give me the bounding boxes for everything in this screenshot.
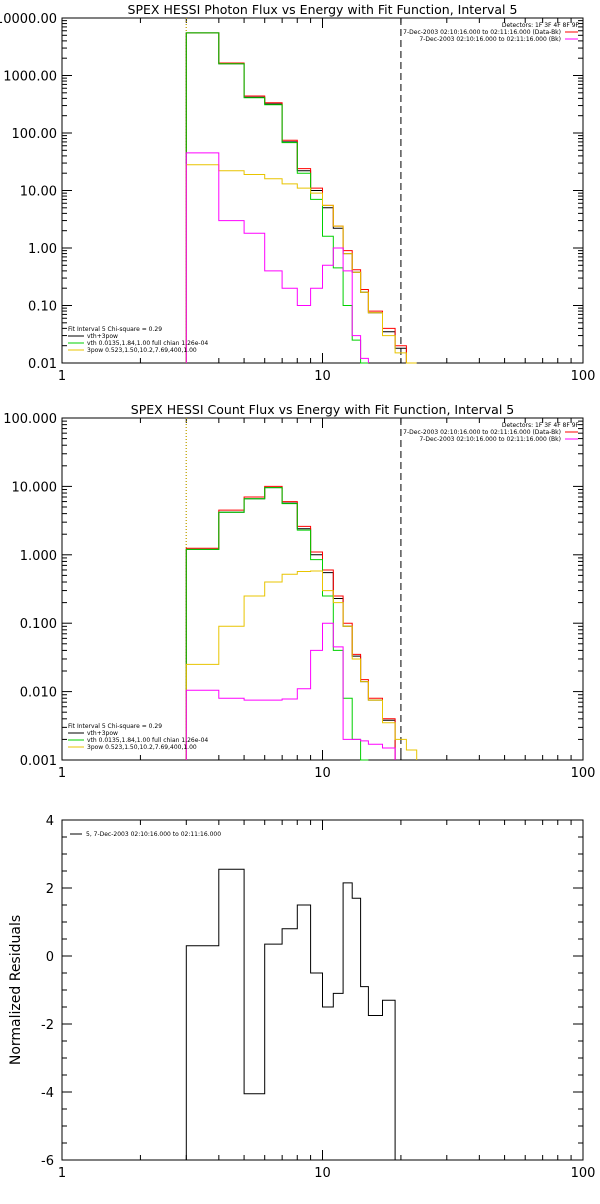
chart-panel-3: 1 10 100 -6 -4 -2 0 2 4 Normalized Residuals 5, 7-…	[8, 814, 595, 1181]
y-tick-label: 0.10	[28, 300, 57, 315]
y-tick-label: -6	[41, 1154, 54, 1169]
chart-panel-2: SPEX HESSI Count Flux vs Energy with Fit…	[3, 402, 595, 781]
series-line-4	[185, 164, 417, 364]
x-tick-label: 100	[571, 1166, 596, 1181]
x-tick-label: 10	[314, 369, 331, 384]
series-line-5	[185, 152, 369, 363]
y-tick-label: 1000.00	[3, 70, 57, 85]
y-tick-label: 2	[46, 882, 54, 897]
legend-text: Detectors: 1F 3F 4F 8F 9F	[502, 22, 580, 29]
legend-text: Detectors: 1F 3F 4F 8F 9F	[502, 422, 580, 429]
series-line-3	[185, 487, 369, 761]
series-line-2	[185, 485, 396, 760]
y-tick-label: 0.010	[20, 686, 57, 701]
legend-text: vth 0.0135,1.84,1.00 full chian 1.26e-04	[87, 737, 208, 744]
x-tick-label: 10	[314, 766, 331, 781]
legend-text: vth+3pow	[87, 730, 118, 737]
legend-text: 7-Dec-2003 02:10:16.000 to 02:11:16.000 …	[419, 436, 561, 443]
series-line-2	[185, 32, 407, 363]
y-tick-label: 4	[46, 814, 54, 829]
y-tick-label: 0.001	[20, 754, 57, 769]
series-line-5	[185, 622, 396, 760]
x-tick-label: 10	[314, 1166, 331, 1181]
x-tick-label: 1	[58, 369, 66, 384]
y-tick-label: 0	[46, 950, 54, 965]
y-tick-label: 100.00	[12, 127, 58, 142]
y-tick-label: -2	[41, 1018, 54, 1033]
y-tick-label: 10.00	[20, 185, 57, 200]
y-tick-label: 1.00	[28, 242, 57, 257]
x-tick-label: 100	[571, 766, 596, 781]
chart-title: SPEX HESSI Count Flux vs Energy with Fit…	[131, 402, 514, 417]
y-tick-label: 1.000	[20, 549, 57, 564]
legend-text: Fit Interval 5 Chi-square = 0.29	[68, 326, 162, 333]
x-tick-label: 1	[58, 766, 66, 781]
legend-text: 5, 7-Dec-2003 02:10:16.000 to 02:11:16.0…	[86, 831, 221, 838]
series-line-3	[185, 32, 369, 364]
legend-text: 7-Dec-2003 02:10:16.000 to 02:11:16.000 …	[419, 36, 561, 43]
legend-text: 3pow 0.523,1.50,10.2,7.69,400,1.00	[87, 347, 197, 354]
legend-text: 7-Dec-2003 02:10:16.000 to 02:11:16.000 …	[403, 29, 561, 36]
y-tick-label: 10000.00	[0, 12, 57, 27]
series-line-1	[185, 32, 407, 363]
y-tick-label: 0.01	[28, 357, 57, 372]
y-tick-label: -4	[41, 1086, 54, 1101]
series-line-4	[185, 570, 418, 760]
chart-panel-1: SPEX HESSI Photon Flux vs Energy with Fi…	[0, 2, 595, 384]
legend-text: Fit Interval 5 Chi-square = 0.29	[68, 723, 162, 730]
x-tick-label: 100	[571, 369, 596, 384]
x-tick-label: 1	[58, 1166, 66, 1181]
series-line-1	[185, 868, 396, 1160]
legend-text: 7-Dec-2003 02:10:16.000 to 02:11:16.000 …	[403, 429, 561, 436]
y-tick-label: 0.100	[20, 617, 57, 632]
y-axis-label: Normalized Residuals	[8, 915, 24, 1065]
series-line-1	[185, 487, 396, 760]
legend-text: vth 0.0135,1.84,1.00 full chian 1.26e-04	[87, 340, 208, 347]
legend-text: vth+3pow	[87, 333, 118, 340]
chart-title: SPEX HESSI Photon Flux vs Energy with Fi…	[128, 2, 518, 17]
y-tick-label: 100.000	[3, 412, 57, 427]
y-tick-label: 10.000	[12, 480, 58, 495]
legend-text: 3pow 0.523,1.50,10.2,7.69,400,1.00	[87, 744, 197, 751]
